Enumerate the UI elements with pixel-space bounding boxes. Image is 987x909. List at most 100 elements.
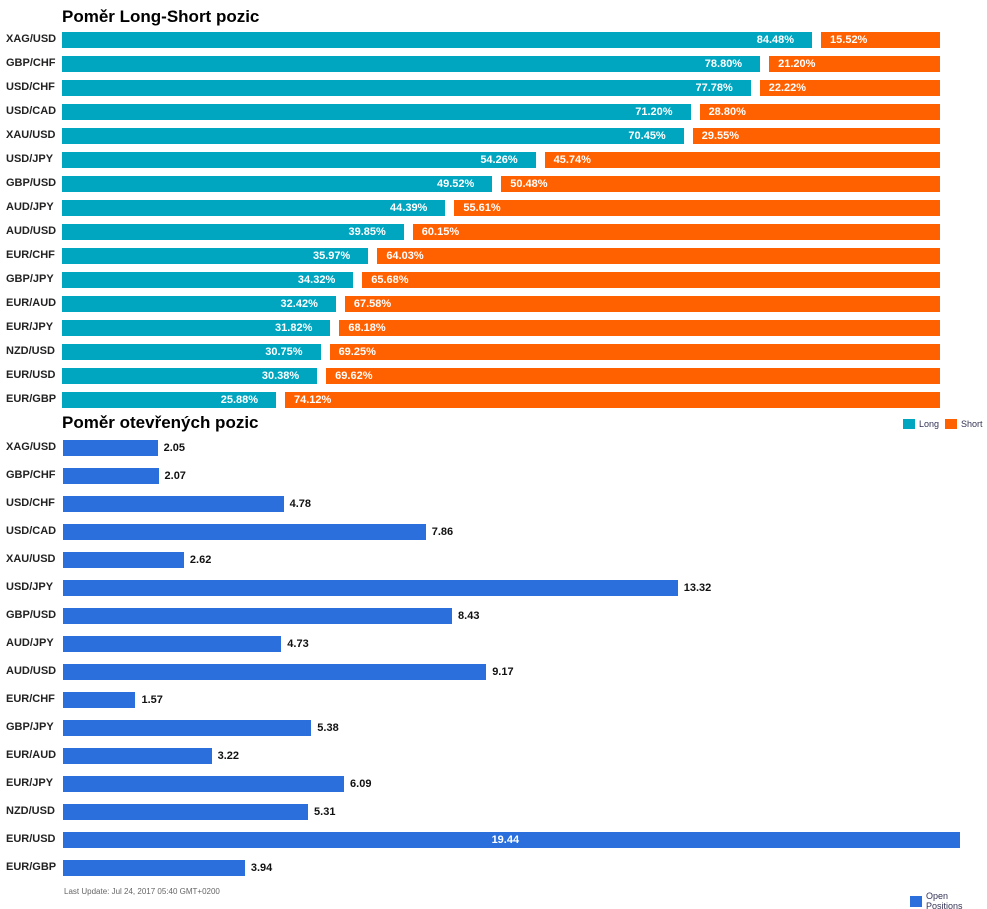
data-label-short: 55.61% (463, 202, 501, 214)
data-label-short: 67.58% (353, 298, 392, 310)
bar-long (62, 32, 813, 48)
category-label: EUR/AUD (6, 749, 57, 761)
category-label: GBP/USD (6, 609, 57, 621)
category-label: XAG/USD (6, 441, 57, 453)
bar-long (62, 344, 321, 360)
bar-open-positions (63, 440, 158, 456)
category-label: GBP/CHF (6, 57, 56, 69)
data-label-short: 74.12% (294, 394, 332, 406)
bar-long (62, 368, 318, 384)
bar-long (62, 248, 369, 264)
legend-short: Short (945, 419, 983, 429)
bar-short (339, 320, 940, 336)
category-label: EUR/GBP (6, 861, 57, 873)
bar-short (362, 272, 940, 288)
data-label-long: 30.38% (261, 370, 300, 382)
data-label-long: 32.42% (280, 298, 318, 310)
bar-short (501, 176, 940, 192)
data-label-long: 70.45% (628, 130, 666, 142)
data-label-long: 30.75% (265, 346, 303, 358)
legend-swatch (945, 419, 957, 429)
bar-long (62, 56, 761, 72)
data-label-long: 77.78% (695, 82, 733, 94)
data-label: 8.43 (458, 610, 480, 622)
data-label: 2.07 (164, 470, 186, 482)
category-label: EUR/USD (6, 833, 56, 845)
legend-swatch (903, 419, 915, 429)
bar-short (377, 248, 940, 264)
category-label: NZD/USD (6, 805, 55, 817)
category-label: GBP/CHF (6, 469, 56, 481)
category-label: USD/CAD (6, 105, 57, 117)
bar-short (454, 200, 940, 216)
legend-label: Short (961, 419, 983, 429)
last-update: Last Update: Jul 24, 2017 05:40 GMT+0200 (64, 887, 220, 896)
category-label: EUR/AUD (6, 297, 57, 309)
data-label-short: 28.80% (708, 106, 746, 118)
category-label: USD/JPY (6, 581, 54, 593)
data-label-long: 78.80% (704, 58, 743, 70)
bar-short (692, 128, 940, 144)
category-label: USD/CHF (6, 497, 55, 509)
category-label: AUD/JPY (6, 201, 54, 213)
category-label: EUR/JPY (6, 321, 54, 333)
bar-open-positions (63, 468, 159, 484)
data-label: 2.05 (163, 442, 186, 454)
data-label-long: 39.85% (348, 226, 386, 238)
bar-open-positions (63, 748, 212, 764)
data-label: 5.38 (317, 722, 339, 734)
category-label: XAU/USD (6, 553, 56, 565)
category-label: GBP/JPY (6, 721, 54, 733)
data-label: 13.32 (683, 582, 712, 594)
bar-short (544, 152, 940, 168)
data-label-short: 29.55% (701, 130, 740, 142)
bar-long (62, 296, 336, 312)
bar-open-positions (63, 720, 312, 736)
bar-short (326, 368, 940, 384)
data-label: 2.62 (189, 554, 212, 566)
legend-long: Long (903, 419, 939, 429)
bar-short (344, 296, 940, 312)
bar-open-positions (63, 832, 961, 848)
bar-open-positions (63, 524, 426, 540)
data-label-long: 34.32% (297, 274, 336, 286)
category-label: XAG/USD (6, 33, 57, 45)
chart-title-long-short: Poměr Long-Short pozic (62, 7, 260, 26)
data-label: 1.57 (141, 694, 163, 706)
data-label-short: 69.25% (338, 346, 376, 358)
legend-label: Open Positions (926, 891, 963, 909)
bar-open-positions (63, 860, 245, 876)
category-label: AUD/JPY (6, 637, 54, 649)
category-label: EUR/GBP (6, 393, 57, 405)
category-label: GBP/USD (6, 177, 57, 189)
bar-open-positions (63, 636, 282, 652)
bar-short (329, 344, 940, 360)
category-label: USD/JPY (6, 153, 54, 165)
data-label-short: 60.15% (421, 226, 460, 238)
category-label: USD/CAD (6, 525, 57, 537)
data-label: 3.94 (250, 862, 273, 874)
data-label-short: 65.68% (371, 274, 409, 286)
bar-open-positions (63, 692, 136, 708)
bar-short (821, 32, 940, 48)
bar-short (769, 56, 940, 72)
bar-long (62, 176, 493, 192)
data-label-short: 45.74% (553, 154, 591, 166)
data-label-long: 54.26% (480, 154, 518, 166)
data-label: 3.22 (217, 750, 240, 762)
data-label-long: 84.48% (756, 34, 795, 46)
data-label-short: 64.03% (386, 250, 424, 262)
bar-long (62, 320, 331, 336)
category-label: EUR/CHF (6, 249, 55, 261)
category-label: EUR/JPY (6, 777, 54, 789)
bar-long (62, 128, 684, 144)
data-label: 6.09 (350, 778, 372, 790)
data-label-long: 71.20% (635, 106, 673, 118)
legend-label: Long (919, 419, 940, 429)
data-label-short: 69.62% (335, 370, 373, 382)
data-label-long: 44.39% (390, 202, 428, 214)
data-label-short: 50.48% (510, 178, 548, 190)
bar-open-positions (63, 552, 184, 568)
bar-open-positions (63, 608, 453, 624)
